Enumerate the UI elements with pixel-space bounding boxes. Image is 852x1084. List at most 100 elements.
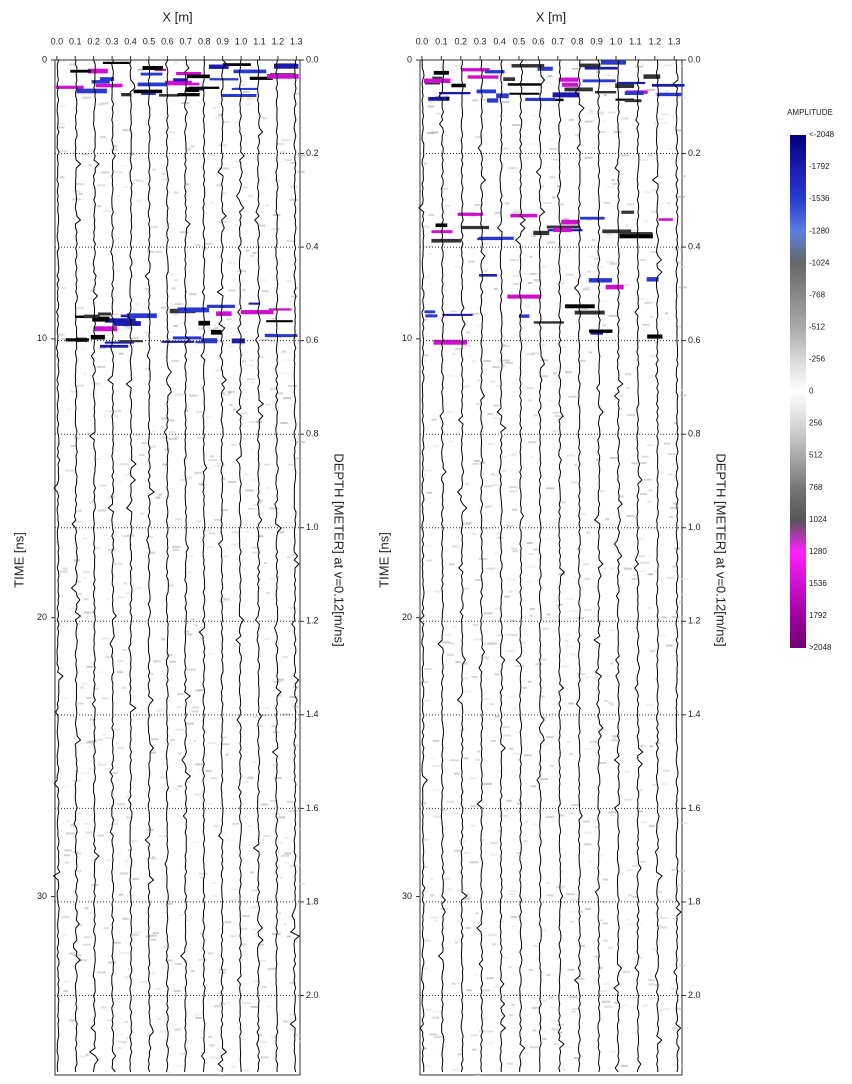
speckle	[87, 767, 95, 770]
speckle	[209, 455, 214, 458]
speckle	[103, 414, 109, 417]
reflection	[651, 83, 685, 87]
reflection	[90, 334, 105, 340]
speckle	[647, 444, 655, 447]
speckle	[144, 839, 153, 842]
speckle	[446, 653, 455, 656]
speckle	[531, 1007, 537, 1010]
speckle	[527, 680, 532, 683]
speckle	[214, 327, 219, 330]
speckle	[126, 794, 131, 797]
speckle	[76, 622, 81, 625]
speckle	[676, 261, 684, 264]
speckle	[607, 701, 614, 704]
speckle	[227, 391, 232, 394]
speckle	[130, 933, 139, 936]
speckle	[553, 1043, 559, 1046]
speckle	[198, 483, 204, 486]
speckle	[86, 741, 93, 744]
speckle	[264, 561, 268, 564]
speckle	[517, 914, 522, 917]
speckle	[573, 576, 578, 579]
speckle	[246, 98, 254, 101]
speckle	[598, 130, 605, 133]
speckle	[220, 509, 228, 512]
speckle	[96, 67, 101, 70]
reflection	[624, 91, 644, 95]
speckle	[277, 678, 284, 681]
speckle	[660, 926, 668, 929]
speckle	[565, 371, 572, 374]
speckle	[429, 894, 435, 897]
speckle	[654, 742, 661, 745]
speckle	[577, 672, 586, 675]
speckle	[672, 616, 677, 619]
speckle	[167, 584, 174, 587]
speckle	[465, 927, 472, 930]
reflection	[188, 86, 220, 89]
speckle	[108, 538, 114, 541]
speckle	[641, 63, 645, 66]
reflection	[511, 64, 545, 68]
speckle	[487, 505, 493, 508]
speckle	[287, 935, 292, 938]
speckle	[540, 695, 545, 698]
speckle	[82, 96, 92, 99]
speckle	[180, 1052, 188, 1055]
speckle	[605, 518, 610, 521]
speckle	[640, 462, 647, 465]
y2-tick-label: 1.4	[688, 709, 701, 719]
trace	[418, 59, 428, 1073]
speckle	[260, 338, 269, 341]
speckle	[121, 164, 128, 167]
trace	[573, 59, 585, 1072]
speckle	[267, 967, 276, 970]
speckle	[452, 1069, 458, 1072]
speckle	[127, 968, 133, 971]
speckle	[199, 790, 208, 793]
speckle	[284, 861, 290, 864]
speckle	[494, 211, 501, 214]
speckle	[263, 463, 271, 466]
speckle	[172, 545, 181, 548]
speckle	[537, 343, 545, 346]
speckle	[487, 413, 494, 416]
speckle	[513, 706, 517, 709]
speckle	[203, 242, 213, 245]
speckle	[217, 463, 226, 466]
x-tick-label: 0.0	[416, 36, 429, 46]
speckle	[546, 881, 551, 884]
speckle	[428, 214, 435, 217]
trace	[88, 59, 100, 1073]
speckle	[199, 932, 203, 935]
speckle	[568, 395, 578, 398]
speckle	[529, 614, 533, 617]
speckle	[451, 982, 456, 985]
speckle	[449, 310, 457, 313]
speckle	[164, 959, 173, 962]
speckle	[173, 989, 181, 992]
y2-tick-label: 1.2	[688, 616, 701, 626]
speckle	[225, 753, 230, 756]
reflection	[137, 82, 166, 87]
speckle	[125, 894, 135, 897]
trace	[633, 59, 644, 1073]
speckle	[670, 987, 679, 990]
speckle	[151, 168, 157, 171]
speckle	[666, 576, 674, 579]
trace	[476, 59, 487, 1073]
speckle	[116, 1033, 125, 1036]
speckle	[57, 624, 66, 627]
speckle	[571, 803, 580, 806]
speckle	[233, 224, 243, 227]
speckle	[508, 695, 518, 698]
speckle	[530, 272, 537, 275]
speckle	[220, 736, 227, 739]
reflection	[558, 77, 579, 82]
speckle	[492, 443, 501, 446]
x-tick-label: 1.1	[253, 36, 266, 46]
speckle	[124, 976, 133, 979]
speckle	[501, 456, 507, 459]
speckle	[163, 91, 170, 94]
speckle	[229, 404, 233, 407]
